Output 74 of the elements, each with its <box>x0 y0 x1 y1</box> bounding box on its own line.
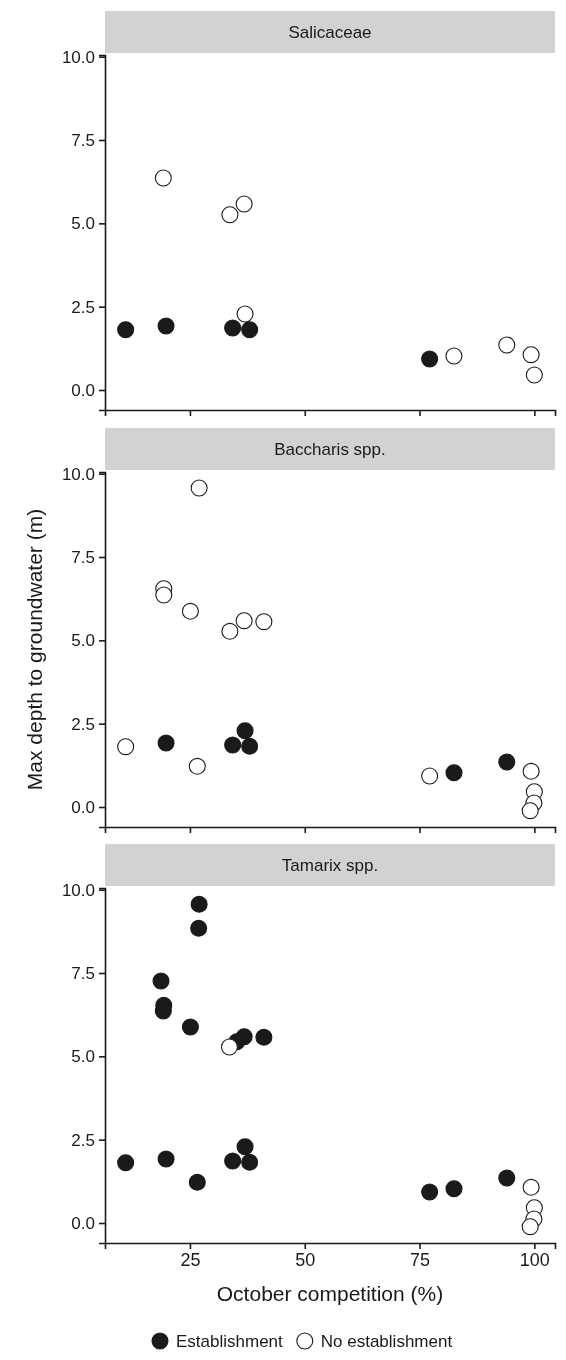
point <box>498 1169 516 1187</box>
y-tick-label: 0.0 <box>71 380 95 400</box>
point <box>181 1018 199 1036</box>
point <box>157 317 175 335</box>
y-tick-label: 7.5 <box>71 547 95 567</box>
point <box>498 753 516 771</box>
y-tick-label: 0.0 <box>71 1213 95 1233</box>
point <box>421 350 439 368</box>
point <box>445 347 463 365</box>
point <box>236 305 254 323</box>
point <box>235 1028 253 1046</box>
chart-title: Salicaceae <box>288 23 372 42</box>
point <box>221 206 239 224</box>
y-tick-label: 2.5 <box>71 297 95 317</box>
y-tick-label: 5.0 <box>71 631 95 651</box>
y-tick-label: 0.0 <box>71 797 95 817</box>
point <box>224 1152 242 1170</box>
point <box>521 1218 539 1236</box>
y-tick-label: 5.0 <box>71 214 95 234</box>
y-tick-label: 10.0 <box>61 47 95 67</box>
point <box>181 602 199 620</box>
x-tick-label: 75 <box>410 1249 431 1270</box>
point <box>421 1183 439 1201</box>
point <box>498 336 516 354</box>
point <box>190 895 208 913</box>
point <box>117 321 135 339</box>
point <box>241 321 259 339</box>
point <box>224 319 242 337</box>
x-axis-title: October competition (%) <box>216 1282 444 1305</box>
chart-title: Baccharis spp. <box>274 440 386 459</box>
x-tick-label: 50 <box>295 1249 316 1270</box>
chart-title: Tamarix spp. <box>281 856 379 875</box>
point <box>525 366 543 384</box>
point <box>421 767 439 785</box>
point <box>241 737 259 755</box>
point <box>521 802 539 820</box>
point <box>522 346 540 364</box>
point <box>188 1173 206 1191</box>
point <box>445 1180 463 1198</box>
y-tick-label: 2.5 <box>71 714 95 734</box>
point <box>221 622 239 640</box>
point <box>152 972 170 990</box>
legend-label: Establishment <box>176 1332 284 1351</box>
x-tick-label: 100 <box>519 1249 550 1270</box>
point <box>224 736 242 754</box>
y-axis-title: Max depth to groundwater (m) <box>23 508 46 791</box>
point <box>117 738 135 756</box>
y-tick-label: 7.5 <box>71 130 95 150</box>
y-tick-label: 5.0 <box>71 1047 95 1067</box>
point <box>522 762 540 780</box>
point <box>117 1154 135 1172</box>
point <box>190 919 208 937</box>
y-tick-label: 10.0 <box>61 464 95 484</box>
point <box>241 1153 259 1171</box>
point <box>157 1150 175 1168</box>
y-tick-label: 7.5 <box>71 963 95 983</box>
point <box>445 764 463 782</box>
legend-label: No establishment <box>320 1332 453 1351</box>
point <box>190 479 208 497</box>
point <box>235 612 253 630</box>
x-tick-label: 25 <box>180 1249 201 1270</box>
y-tick-label: 2.5 <box>71 1130 95 1150</box>
point <box>522 1178 540 1196</box>
y-tick-label: 10.0 <box>61 880 95 900</box>
point <box>220 1038 238 1056</box>
point <box>255 613 273 631</box>
point <box>154 169 172 187</box>
point <box>255 1028 273 1046</box>
point <box>155 586 173 604</box>
point <box>188 757 206 775</box>
point <box>236 1138 254 1156</box>
point <box>157 734 175 752</box>
point <box>236 722 254 740</box>
point <box>235 195 253 213</box>
